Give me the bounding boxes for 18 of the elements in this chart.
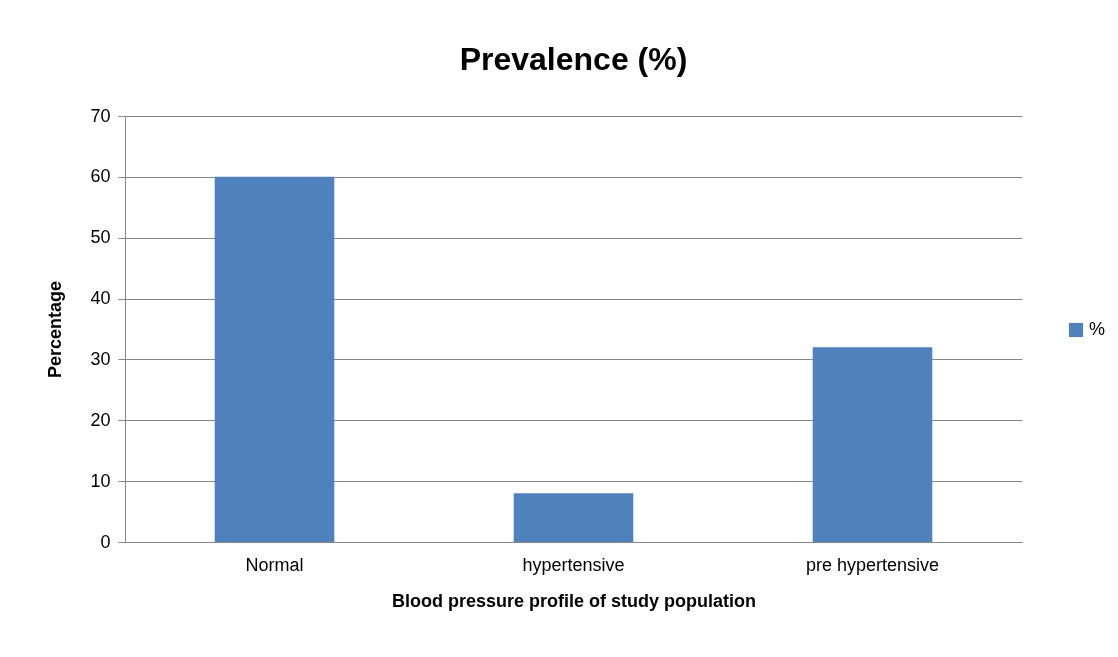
bar bbox=[214, 176, 335, 542]
y-axis-title: Percentage bbox=[45, 280, 66, 379]
y-tick-label: 50 bbox=[90, 227, 111, 248]
chart-title: Prevalence (%) bbox=[459, 41, 688, 77]
x-tick-label: Normal bbox=[245, 554, 304, 575]
y-tick-label: 0 bbox=[100, 531, 111, 552]
y-tick-label: 10 bbox=[90, 470, 111, 491]
x-tick-label: hypertensive bbox=[522, 554, 625, 575]
y-tick-label: 40 bbox=[90, 288, 111, 309]
legend-label: % bbox=[1089, 319, 1106, 339]
y-tick-label: 30 bbox=[90, 348, 111, 369]
y-tick-label: 70 bbox=[90, 105, 111, 126]
y-tick-label: 60 bbox=[90, 166, 111, 187]
x-axis-title: Blood pressure profile of study population bbox=[391, 590, 757, 611]
y-tick-label: 20 bbox=[90, 409, 111, 430]
bar bbox=[812, 347, 933, 542]
x-tick-label: pre hypertensive bbox=[805, 554, 940, 575]
bar bbox=[513, 493, 634, 542]
